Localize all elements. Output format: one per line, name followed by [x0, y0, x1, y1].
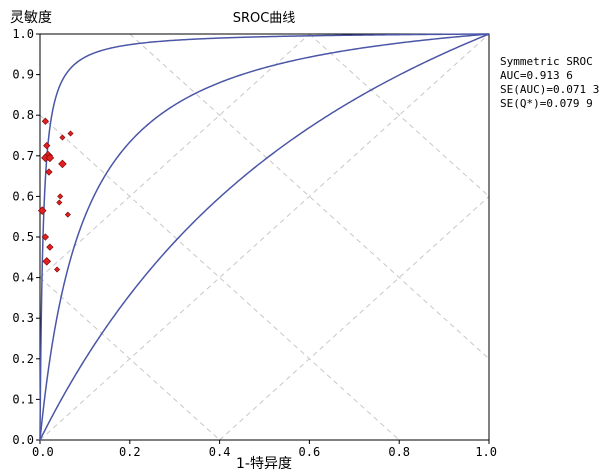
y-axis-ticks: 0.0 0.1 0.2 0.3 0.4 0.5 0.6 0.7 0.8 0.9 1.0 [12, 27, 40, 447]
study-point-4 [45, 153, 55, 163]
x-tick-label: 0.4 [209, 445, 231, 459]
study-point-15 [42, 257, 51, 266]
y-tick-label: 1.0 [12, 27, 34, 41]
study-point-13 [41, 233, 50, 241]
study-point-5 [45, 168, 53, 176]
x-tick-label: 0.6 [299, 445, 321, 459]
y-axis-label: 灵敏度 [10, 10, 52, 26]
study-point-0 [41, 117, 50, 125]
study-point-8 [58, 159, 67, 169]
study-point-6 [59, 134, 66, 141]
y-tick-label: 0.2 [12, 352, 34, 366]
y-tick-label: 0.4 [12, 271, 34, 285]
x-tick-label: 1.0 [475, 445, 497, 459]
study-point-16 [54, 266, 61, 273]
y-tick-label: 0.7 [12, 149, 34, 163]
grid-anti-diagonal-3 [309, 33, 490, 197]
y-tick-label: 0.3 [12, 311, 34, 325]
x-axis-label: 1-特异度 [236, 456, 292, 472]
y-tick-label: 0.9 [12, 68, 34, 82]
x-tick-label: 0.0 [32, 445, 54, 459]
y-tick-label: 0.5 [12, 230, 34, 244]
y-tick-label: 0.0 [12, 433, 34, 447]
study-points [37, 117, 74, 273]
stats-se-q: SE(Q*)=0.079 9 [500, 97, 593, 110]
sroc-curves [39, 33, 490, 441]
study-point-14 [46, 243, 54, 251]
grid-diagonal-2 [39, 33, 310, 278]
y-tick-label: 0.8 [12, 108, 34, 122]
study-point-7 [67, 130, 74, 137]
chart-title: SROC曲线 [233, 11, 296, 26]
x-tick-label: 0.8 [388, 445, 410, 459]
x-axis-ticks: 0.0 0.2 0.4 0.6 0.8 1.0 [32, 440, 497, 459]
y-tick-label: 0.1 [12, 392, 34, 406]
stats-se-auc: SE(AUC)=0.071 3 [500, 83, 599, 96]
grid-diagonal-0 [219, 196, 490, 441]
stats-auc: AUC=0.913 6 [500, 69, 573, 82]
sroc-curve-SROC [39, 33, 490, 441]
y-tick-label: 0.6 [12, 189, 34, 203]
study-point-9 [57, 193, 64, 200]
sroc-curve-upper [39, 33, 490, 440]
study-point-12 [64, 211, 71, 218]
study-point-11 [37, 206, 47, 215]
stats-heading: Symmetric SROC [500, 55, 593, 68]
grid-diagonal-1 [39, 33, 490, 441]
study-point-10 [56, 199, 63, 206]
sroc-curve-lower [39, 33, 490, 441]
x-tick-label: 0.2 [119, 445, 141, 459]
study-point-1 [43, 142, 51, 150]
diagonal-grid [39, 33, 490, 441]
stats-legend: Symmetric SROC AUC=0.913 6 SE(AUC)=0.071… [500, 55, 599, 110]
